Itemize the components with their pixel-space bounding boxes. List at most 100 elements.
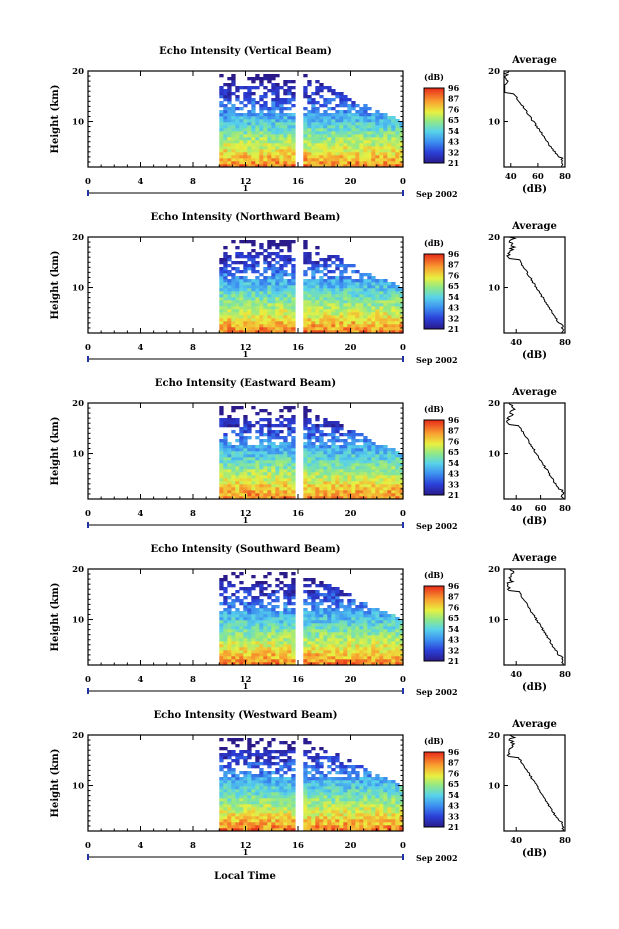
heatmap-cell bbox=[271, 252, 276, 256]
heatmap-cell bbox=[219, 318, 224, 322]
heatmap-cell bbox=[339, 626, 344, 630]
heatmap-cell bbox=[359, 650, 364, 654]
heatmap-cell bbox=[351, 493, 356, 497]
heatmap-cell bbox=[315, 89, 320, 93]
heatmap-cell bbox=[231, 424, 236, 428]
heatmap-cell bbox=[391, 137, 396, 141]
heatmap-cell bbox=[251, 164, 256, 168]
heatmap-cell bbox=[291, 623, 296, 627]
heatmap-cell bbox=[387, 475, 392, 479]
heatmap-cell bbox=[275, 252, 280, 256]
heatmap-cell bbox=[395, 158, 400, 162]
heatmap-cell bbox=[271, 240, 276, 244]
heatmap-cell bbox=[235, 774, 240, 778]
heatmap-cell bbox=[379, 113, 384, 117]
heatmap-cell bbox=[355, 478, 360, 482]
heatmap-cell bbox=[243, 436, 248, 440]
heatmap-cell bbox=[271, 771, 276, 775]
heatmap-cell bbox=[319, 83, 324, 87]
heatmap-cell bbox=[339, 134, 344, 138]
heatmap-cell bbox=[227, 119, 232, 123]
heatmap-cell bbox=[303, 288, 308, 292]
heatmap-cell bbox=[267, 771, 272, 775]
heatmap-cell bbox=[315, 92, 320, 96]
heatmap-cell bbox=[287, 466, 292, 470]
heatmap-cell bbox=[291, 620, 296, 624]
heatmap-cell bbox=[315, 626, 320, 630]
heatmap-cell bbox=[275, 807, 280, 811]
heatmap-cell bbox=[307, 590, 312, 594]
heatmap-cell bbox=[343, 113, 348, 117]
heatmap-cell bbox=[239, 771, 244, 775]
heatmap-cell bbox=[375, 327, 380, 331]
heatmap-cell bbox=[359, 623, 364, 627]
heatmap-cell bbox=[243, 792, 248, 796]
heatmap-cell bbox=[267, 466, 272, 470]
heatmap-cell bbox=[327, 279, 332, 283]
heatmap-cell bbox=[239, 623, 244, 627]
heatmap-cell bbox=[239, 454, 244, 458]
heatmap-cell bbox=[323, 282, 328, 286]
heatmap-cell bbox=[363, 288, 368, 292]
heatmap-cell bbox=[263, 122, 268, 126]
heatmap-cells bbox=[219, 240, 404, 334]
heatmap-cell bbox=[323, 662, 328, 666]
heatmap-cell bbox=[327, 255, 332, 259]
heatmap-cell bbox=[267, 795, 272, 799]
heatmap-cell bbox=[235, 798, 240, 802]
heatmap-cell bbox=[363, 454, 368, 458]
x-tick-label: 0 bbox=[85, 343, 91, 353]
heatmap-cell bbox=[343, 647, 348, 651]
heatmap-cell bbox=[219, 581, 224, 585]
heatmap-cell bbox=[287, 445, 292, 449]
heatmap-cell bbox=[223, 798, 228, 802]
heatmap-cell bbox=[291, 490, 296, 494]
heatmap-cell bbox=[331, 451, 336, 455]
heatmap-cell bbox=[287, 158, 292, 162]
heatmap-cell bbox=[259, 297, 264, 301]
heatmap-cell bbox=[239, 149, 244, 153]
heatmap-cell bbox=[387, 309, 392, 313]
heatmap-cell bbox=[243, 309, 248, 313]
heatmap-cell bbox=[367, 312, 372, 316]
heatmap-cell bbox=[279, 119, 284, 123]
heatmap-cell bbox=[347, 291, 352, 295]
heatmap-cell bbox=[279, 659, 284, 663]
heatmap-cell bbox=[287, 273, 292, 277]
heatmap-cell bbox=[315, 617, 320, 621]
heatmap-cell bbox=[223, 300, 228, 304]
heatmap-cell bbox=[339, 635, 344, 639]
heatmap-cell bbox=[291, 149, 296, 153]
heatmap-cell bbox=[259, 77, 264, 81]
heatmap-cell bbox=[255, 644, 260, 648]
heatmap-cell bbox=[359, 611, 364, 615]
heatmap-cell bbox=[367, 158, 372, 162]
heatmap-cell bbox=[395, 641, 400, 645]
heatmap-cell bbox=[391, 620, 396, 624]
heatmap-cell bbox=[323, 116, 328, 120]
heatmap-cell bbox=[239, 321, 244, 325]
heatmap-cell bbox=[287, 255, 292, 259]
heatmap-cell bbox=[235, 777, 240, 781]
heatmap-cell bbox=[251, 496, 256, 500]
heatmap-cell bbox=[279, 807, 284, 811]
heatmap-cell bbox=[275, 300, 280, 304]
heatmap-cell bbox=[391, 617, 396, 621]
heatmap-cell bbox=[355, 644, 360, 648]
heatmap-cell bbox=[279, 786, 284, 790]
heatmap-cell bbox=[279, 421, 284, 425]
heatmap-cell bbox=[243, 291, 248, 295]
heatmap-cell bbox=[255, 324, 260, 328]
heatmap-cell bbox=[239, 620, 244, 624]
heatmap-cell bbox=[391, 626, 396, 630]
heatmap-cell bbox=[271, 155, 276, 159]
heatmap-cell bbox=[319, 436, 324, 440]
heatmap-cell bbox=[315, 309, 320, 313]
heatmap-cell bbox=[335, 602, 340, 606]
average-x-label: (dB) bbox=[522, 350, 547, 361]
heatmap-cell bbox=[255, 306, 260, 310]
heatmap-cell bbox=[359, 656, 364, 660]
heatmap-cell bbox=[355, 448, 360, 452]
heatmap-cell bbox=[347, 659, 352, 663]
